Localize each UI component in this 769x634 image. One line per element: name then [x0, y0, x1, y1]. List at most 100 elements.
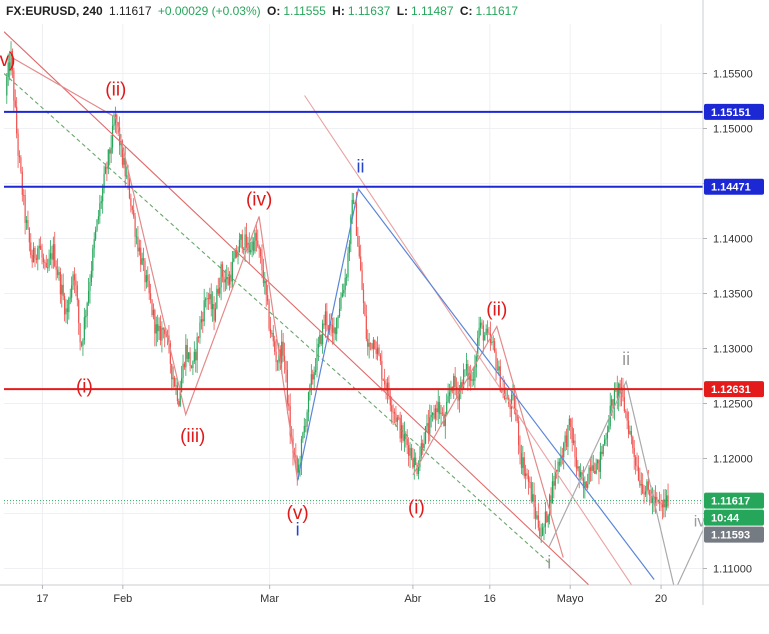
candle-body	[92, 248, 94, 271]
candle-body	[102, 188, 104, 202]
candle-body	[486, 328, 489, 333]
candle-body	[572, 440, 575, 443]
wave-label: (iii)	[180, 426, 205, 447]
candle-body	[484, 334, 486, 341]
candle-body	[145, 275, 147, 283]
candle-body	[644, 491, 647, 495]
candle-body	[591, 465, 593, 471]
candle-body	[58, 271, 60, 276]
prev-close-tag-bg	[704, 526, 764, 543]
candle-body	[474, 367, 476, 381]
candle-body	[148, 280, 150, 294]
candle-body	[365, 315, 367, 339]
y-tick-label: 1.12500	[713, 399, 753, 411]
low-value: 1.11487	[411, 4, 454, 18]
candle-body	[554, 470, 556, 486]
candle-body	[307, 392, 310, 413]
candle-body	[513, 394, 515, 409]
candle-body	[120, 141, 122, 146]
candle-body	[643, 493, 645, 495]
candle-body	[463, 369, 465, 390]
candle-body	[106, 166, 108, 169]
candle-body	[403, 434, 405, 441]
candle-body	[310, 374, 312, 385]
candle-body	[17, 133, 19, 156]
candle-body	[540, 535, 542, 537]
candle-body	[324, 311, 327, 326]
candle-body	[165, 334, 167, 337]
x-tick-label: Abr	[404, 593, 421, 605]
candle-body	[173, 377, 176, 387]
y-tick-label: 1.12000	[713, 454, 753, 466]
candle-body	[216, 288, 218, 309]
candle-body	[182, 363, 184, 378]
candle-body	[386, 382, 389, 391]
candle-body	[155, 324, 157, 334]
candle-body	[337, 316, 339, 318]
candle-body	[224, 279, 226, 283]
candle-body	[90, 270, 92, 282]
candle-body	[69, 297, 71, 299]
candle-body	[172, 377, 174, 380]
countdown-tag-bg	[704, 509, 764, 526]
candle-body	[236, 250, 238, 257]
candle-body	[123, 158, 125, 165]
candle-body	[371, 343, 373, 349]
candle-body	[23, 194, 25, 196]
wave-path	[676, 529, 703, 585]
candle-body	[320, 334, 322, 345]
candle-body	[447, 395, 449, 402]
symbol-label[interactable]: FX:EURUSD, 240	[6, 4, 103, 18]
candle-body	[596, 459, 599, 464]
level-price-tag-bg	[704, 178, 764, 195]
candle-body	[429, 417, 431, 434]
candle-body	[563, 442, 565, 458]
candle-body	[326, 311, 328, 326]
candle-body	[193, 351, 195, 362]
candle-body	[40, 245, 42, 250]
candle-body	[362, 289, 365, 303]
candle-body	[599, 451, 601, 472]
candle-body	[147, 275, 149, 281]
candle-body	[37, 248, 39, 260]
candle-body	[536, 515, 538, 519]
candle-body	[197, 337, 200, 338]
candle-body	[317, 343, 319, 349]
candle-body	[570, 418, 572, 427]
candle-body	[347, 253, 349, 278]
candle-body	[171, 363, 173, 380]
candle-body	[406, 438, 408, 446]
candle-body	[427, 423, 429, 434]
candle-body	[127, 175, 129, 180]
candle-body	[580, 472, 582, 477]
x-tick-label: Mayo	[557, 593, 584, 605]
candle-body	[382, 379, 384, 381]
candle-body	[24, 195, 26, 223]
candle-body	[31, 254, 33, 263]
candle-body	[64, 296, 66, 315]
candle-body	[14, 100, 16, 107]
candle-body	[288, 403, 290, 407]
candle-body	[52, 244, 54, 260]
candle-body	[251, 241, 253, 250]
candle-body	[331, 324, 334, 333]
candle-body	[604, 439, 606, 445]
candle-body	[269, 328, 272, 334]
trend-channel-line	[4, 31, 590, 585]
wave-path	[10, 56, 299, 481]
candle-body	[444, 414, 446, 427]
candle-body	[494, 341, 496, 352]
candle-body	[267, 294, 269, 301]
wave-label: (ii)	[486, 300, 507, 321]
candle-body	[244, 234, 246, 251]
candle-body	[541, 527, 544, 536]
candle-body	[360, 256, 362, 270]
candle-body	[374, 339, 376, 349]
candle-body	[627, 420, 630, 434]
candle-body	[377, 347, 379, 354]
candle-body	[412, 458, 414, 468]
candle-body	[285, 360, 287, 370]
candle-body	[410, 447, 413, 459]
candle-body	[464, 369, 466, 371]
